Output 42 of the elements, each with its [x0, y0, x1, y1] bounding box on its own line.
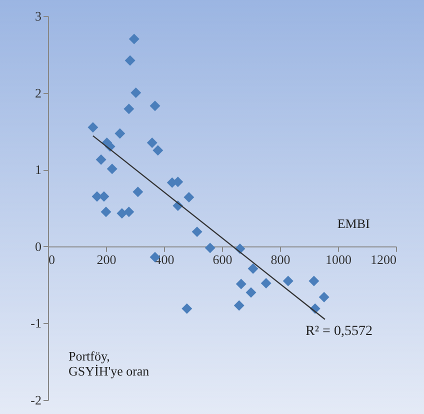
- point: [88, 122, 98, 133]
- point: [246, 287, 256, 298]
- point: [260, 278, 272, 289]
- point: [128, 34, 140, 44]
- point: [124, 104, 134, 114]
- x-tick-label: 200: [96, 252, 116, 267]
- point: [114, 128, 126, 139]
- x-tick-label: 1000: [326, 252, 352, 267]
- point: [248, 263, 258, 274]
- y-tick-label: -1: [30, 316, 42, 331]
- point: [152, 145, 164, 156]
- y-tick-label: -2: [30, 392, 42, 408]
- point: [132, 186, 144, 198]
- x-tick-label: 0: [48, 252, 55, 267]
- point: [106, 164, 118, 174]
- point: [318, 292, 330, 302]
- point: [236, 278, 246, 290]
- point: [96, 154, 106, 165]
- point: [116, 208, 128, 219]
- x-tick-label: 600: [212, 252, 232, 267]
- point: [182, 303, 192, 314]
- point: [234, 300, 244, 311]
- y-tick-label: 1: [35, 162, 42, 178]
- point: [184, 192, 194, 202]
- point: [146, 137, 158, 148]
- y-tick-label: 2: [35, 85, 42, 100]
- point: [100, 206, 112, 218]
- point: [204, 242, 216, 254]
- point: [124, 206, 134, 218]
- x-axis-title: EMBI: [337, 216, 370, 231]
- annotation: R² = 0,5572: [306, 324, 372, 339]
- x-tick-label: 800: [270, 252, 290, 267]
- x-tick-label: 1200: [370, 252, 396, 267]
- y-axis-title: Portföy, GSYİH'ye oran: [68, 348, 150, 378]
- point: [192, 226, 202, 238]
- point: [130, 88, 142, 98]
- point: [124, 55, 136, 66]
- point: [282, 276, 294, 286]
- y-tick-label: 0: [35, 238, 42, 254]
- point: [150, 100, 160, 112]
- point: [308, 276, 320, 286]
- y-tick-label: 3: [35, 8, 42, 24]
